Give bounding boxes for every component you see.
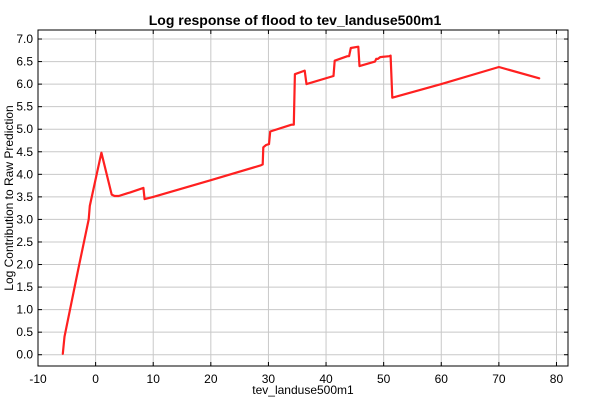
grid-lines [37,30,568,366]
y-tick-label: 3.0 [16,212,33,226]
y-tick-label: 6.5 [16,55,33,69]
y-tick-label: 6.0 [16,77,33,91]
x-tick-label: 0 [92,372,99,386]
y-tick-label: 1.5 [16,280,33,294]
x-tick-label: -10 [29,372,47,386]
y-tick-label: 2.5 [16,235,33,249]
plot-area [61,45,541,355]
x-tick-label: 30 [262,372,276,386]
y-tick-label: 7.0 [16,32,33,46]
y-tick-label: 4.0 [16,167,33,181]
y-tick-label: 0.0 [16,348,33,362]
y-tick-label: 5.5 [16,100,33,114]
y-tick-label: 5.0 [16,122,33,136]
y-tick-label: 0.5 [16,325,33,339]
plot-frame [37,29,569,367]
x-axis-label: tev_landuse500m1 [252,383,354,397]
y-tick-label: 4.5 [16,145,33,159]
y-tick-label: 1.0 [16,303,33,317]
y-tick-label: 3.5 [16,190,33,204]
x-tick-label: 40 [319,372,333,386]
x-tick-label: 10 [147,372,161,386]
chart-title: Log response of flood to tev_landuse500m… [149,12,442,28]
y-tick-label: 2.0 [16,258,33,272]
x-tick-label: 80 [550,372,564,386]
x-tick-label: 20 [204,372,218,386]
x-tick-label: 70 [492,372,506,386]
x-tick-label: 50 [377,372,391,386]
series-line-0 [61,45,541,355]
y-axis-label: Log Contribution to Raw Prediction [2,105,16,290]
x-tick-label: 60 [435,372,449,386]
axis-ticks: -10 0 10 20 30 40 50 60 70 80 0.0 0.5 1.0 1.5 2.0 2.5 3.… [16,30,568,386]
